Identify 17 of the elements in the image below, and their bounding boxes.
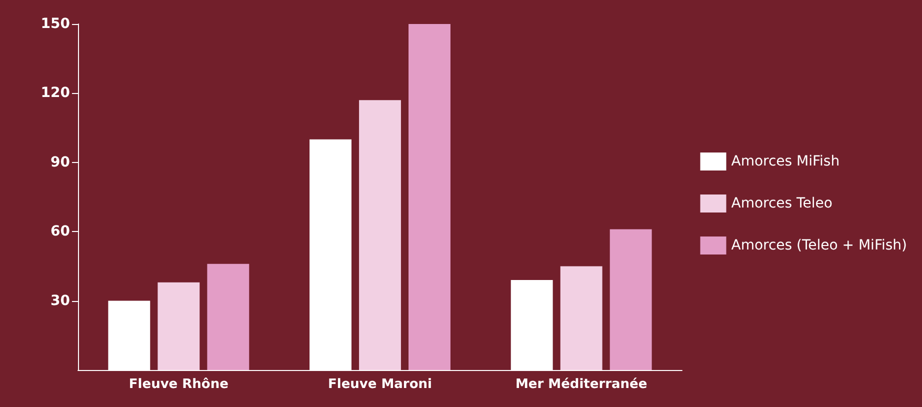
legend-label: Amorces Teleo — [731, 196, 832, 212]
y-tick-label: 120 — [40, 85, 70, 102]
bar — [560, 266, 602, 370]
y-tick-label: 30 — [50, 292, 70, 309]
bar — [359, 100, 401, 370]
bar — [207, 264, 250, 370]
legend-label: Amorces MiFish — [731, 154, 840, 170]
x-tick-label: Fleuve Rhône — [128, 377, 229, 392]
bar — [610, 229, 652, 370]
y-tick-label: 90 — [50, 154, 70, 170]
legend-label: Amorces (Teleo + MiFish) — [731, 238, 908, 254]
x-tick-label: Mer Méditerranée — [515, 377, 648, 392]
bar — [408, 24, 450, 370]
x-tick-label: Fleuve Maroni — [328, 377, 432, 392]
bar — [158, 282, 200, 370]
y-tick-label: 150 — [40, 16, 70, 32]
y-tick-label: 60 — [50, 224, 70, 240]
